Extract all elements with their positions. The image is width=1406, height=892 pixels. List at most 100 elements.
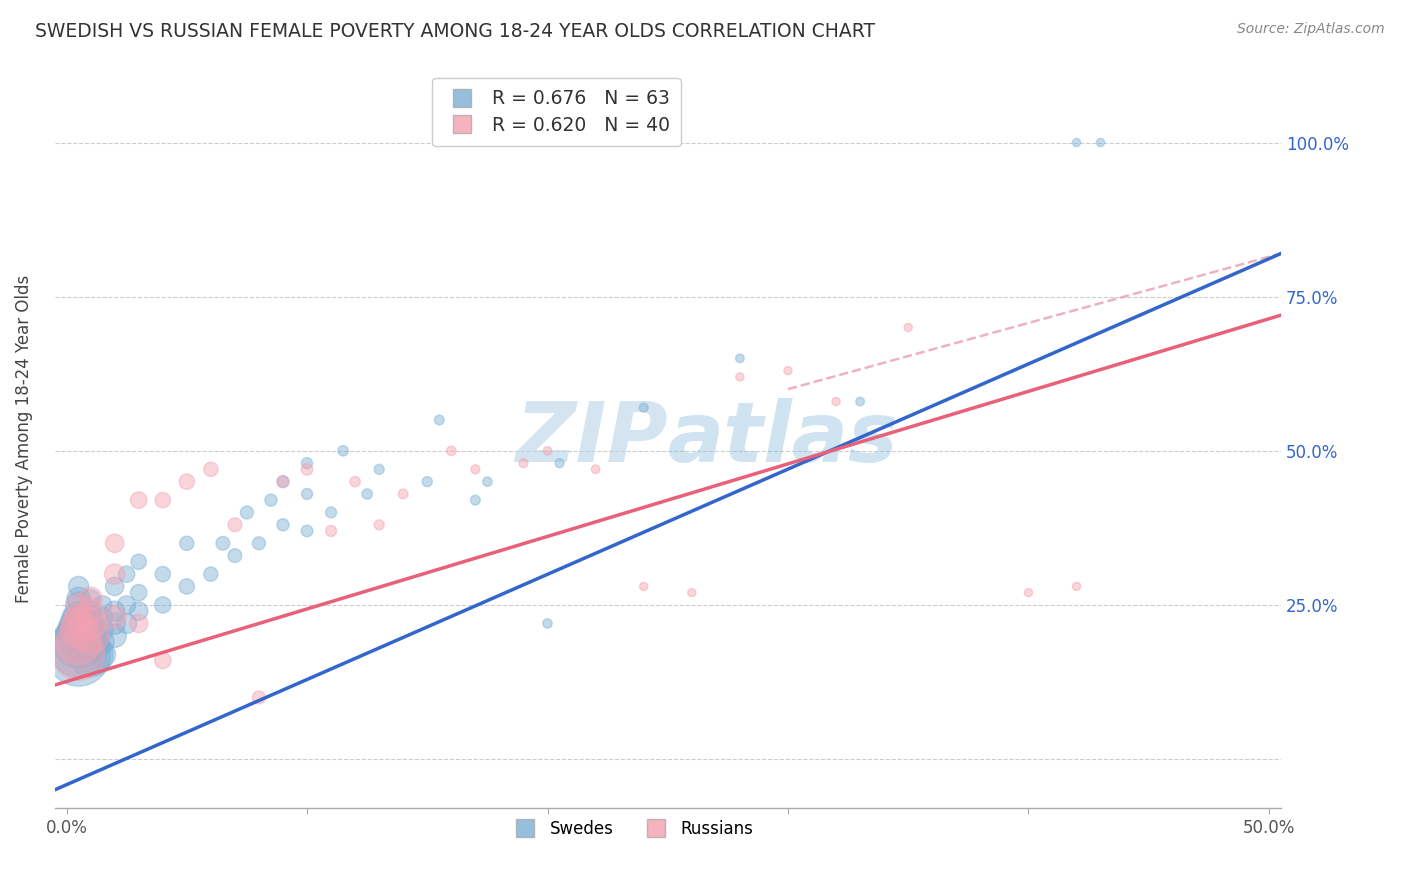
Point xyxy=(224,549,246,563)
Point xyxy=(79,610,101,624)
Point xyxy=(1066,136,1088,150)
Point xyxy=(212,536,235,550)
Point xyxy=(79,629,101,643)
Point xyxy=(79,591,101,606)
Point xyxy=(536,616,558,631)
Point xyxy=(152,493,174,508)
Point xyxy=(295,462,318,476)
Point xyxy=(728,369,751,384)
Point xyxy=(1066,579,1088,593)
Point xyxy=(104,616,127,631)
Point xyxy=(464,493,486,508)
Point xyxy=(79,623,101,637)
Point xyxy=(152,598,174,612)
Point xyxy=(104,610,127,624)
Point xyxy=(67,610,90,624)
Point xyxy=(67,598,90,612)
Point xyxy=(247,536,270,550)
Point xyxy=(633,579,655,593)
Point xyxy=(67,648,90,662)
Point xyxy=(548,456,571,470)
Point xyxy=(681,585,703,599)
Point xyxy=(104,567,127,582)
Point xyxy=(91,610,114,624)
Point xyxy=(104,604,127,618)
Point xyxy=(849,394,872,409)
Point xyxy=(79,616,101,631)
Point xyxy=(200,567,222,582)
Point xyxy=(104,629,127,643)
Point xyxy=(104,579,127,593)
Point xyxy=(79,604,101,618)
Y-axis label: Female Poverty Among 18-24 Year Olds: Female Poverty Among 18-24 Year Olds xyxy=(15,275,32,603)
Point xyxy=(260,493,283,508)
Point xyxy=(67,635,90,649)
Point xyxy=(128,585,150,599)
Point xyxy=(115,598,138,612)
Point xyxy=(344,475,367,489)
Point xyxy=(440,443,463,458)
Point xyxy=(91,623,114,637)
Point xyxy=(427,413,450,427)
Point xyxy=(295,524,318,538)
Point xyxy=(79,648,101,662)
Legend: Swedes, Russians: Swedes, Russians xyxy=(502,814,761,845)
Point xyxy=(128,616,150,631)
Point xyxy=(79,629,101,643)
Point xyxy=(176,579,198,593)
Point xyxy=(115,616,138,631)
Point xyxy=(368,517,391,532)
Point xyxy=(79,635,101,649)
Point xyxy=(176,475,198,489)
Point xyxy=(91,598,114,612)
Point xyxy=(236,506,259,520)
Point xyxy=(392,487,415,501)
Point xyxy=(319,524,342,538)
Point xyxy=(104,536,127,550)
Point xyxy=(67,641,90,656)
Point xyxy=(152,653,174,667)
Point xyxy=(91,648,114,662)
Point xyxy=(633,401,655,415)
Point xyxy=(536,443,558,458)
Point xyxy=(1090,136,1112,150)
Point xyxy=(115,567,138,582)
Point xyxy=(464,462,486,476)
Point xyxy=(79,591,101,606)
Point xyxy=(825,394,848,409)
Point xyxy=(368,462,391,476)
Point xyxy=(67,623,90,637)
Point xyxy=(416,475,439,489)
Point xyxy=(224,517,246,532)
Text: Source: ZipAtlas.com: Source: ZipAtlas.com xyxy=(1237,22,1385,37)
Point xyxy=(319,506,342,520)
Point xyxy=(897,320,920,334)
Point xyxy=(295,456,318,470)
Point xyxy=(356,487,378,501)
Point xyxy=(295,487,318,501)
Point xyxy=(176,536,198,550)
Point xyxy=(67,629,90,643)
Point xyxy=(332,443,354,458)
Point xyxy=(79,616,101,631)
Point xyxy=(128,493,150,508)
Text: ZIP: ZIP xyxy=(515,398,668,479)
Text: atlas: atlas xyxy=(668,398,898,479)
Point xyxy=(67,598,90,612)
Point xyxy=(271,475,294,489)
Point xyxy=(776,364,799,378)
Text: SWEDISH VS RUSSIAN FEMALE POVERTY AMONG 18-24 YEAR OLDS CORRELATION CHART: SWEDISH VS RUSSIAN FEMALE POVERTY AMONG … xyxy=(35,22,876,41)
Point xyxy=(1017,585,1039,599)
Point xyxy=(67,579,90,593)
Point xyxy=(91,635,114,649)
Point xyxy=(200,462,222,476)
Point xyxy=(67,616,90,631)
Point xyxy=(728,351,751,366)
Point xyxy=(271,517,294,532)
Point xyxy=(67,648,90,662)
Point xyxy=(512,456,534,470)
Point xyxy=(585,462,607,476)
Point xyxy=(67,591,90,606)
Point xyxy=(152,567,174,582)
Point xyxy=(67,610,90,624)
